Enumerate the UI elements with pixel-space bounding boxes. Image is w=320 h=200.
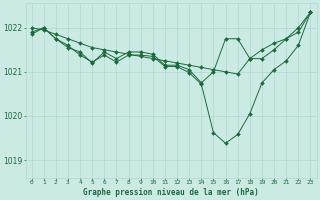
X-axis label: Graphe pression niveau de la mer (hPa): Graphe pression niveau de la mer (hPa) xyxy=(83,188,259,197)
